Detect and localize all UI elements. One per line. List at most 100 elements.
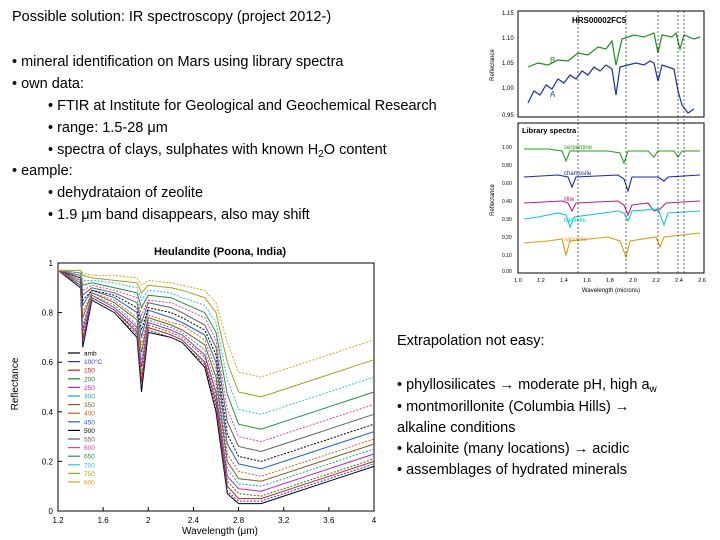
kaolinite-label: kaolinite xyxy=(564,218,587,224)
series-line-3 xyxy=(57,269,375,497)
y-tick-label-2: 0.4 xyxy=(42,408,54,417)
series-line-9 xyxy=(57,269,375,462)
mars-spectra-figure: HRS00002FC5 Reflectance 1.15 1.10 1.05 1… xyxy=(488,5,710,295)
y-tick-label-3: 0.6 xyxy=(42,358,54,367)
water-activity-subscript: w xyxy=(649,384,657,395)
bullet-example: • eample: xyxy=(12,163,73,179)
chart-xlabel: Wavelength (μm) xyxy=(182,526,258,537)
bullet-alkaline: alkaline conditions xyxy=(397,420,516,436)
series-line-12 xyxy=(57,269,375,430)
kaolinite-spectrum xyxy=(523,208,701,229)
saponite-spectrum xyxy=(523,232,701,259)
bullet-spectra-clays-tail: O content xyxy=(323,142,387,158)
x-tick-label-5: 3.2 xyxy=(278,516,290,525)
bottom-ytick-8: 0.00 xyxy=(502,269,512,275)
legend-label-1: 100°C xyxy=(84,358,102,366)
plot-area: 1.2 1.6 2 2.4 2.8 3.2 3.6 4 0 0.2 0.4 0.6 0.8 1 amb100… xyxy=(42,259,377,525)
legend-label-15: 800 xyxy=(84,480,95,487)
bottom-panel-ylabel: Reflectance xyxy=(490,183,496,215)
bottom-xtick-4: 1.6 xyxy=(583,278,591,284)
bottom-xtick-7: 2.2 xyxy=(652,278,660,284)
legend-label-14: 750 xyxy=(84,471,95,478)
water-subscript: 2 xyxy=(318,149,324,160)
series-line-1 xyxy=(57,270,375,502)
bullet-spectra-clays-text: • spectra of clays, sulphates with known… xyxy=(48,142,319,158)
legend-label-7: 400 xyxy=(84,411,95,418)
bottom-xtick-9: 2.6 xyxy=(698,278,706,284)
bottom-ytick-2: 0.80 xyxy=(502,163,512,169)
x-tick-label-4: 2.8 xyxy=(233,516,245,525)
legend-label-8: 450 xyxy=(84,419,95,426)
bullet-montmorillonite: • montmorillonite (Columbia Hills) → xyxy=(397,399,630,415)
series-line-6 xyxy=(57,269,375,482)
legend-label-4: 250 xyxy=(84,385,95,392)
bottom-xtick-2: 1.2 xyxy=(537,278,545,284)
x-tick-label-0: 1.2 xyxy=(52,516,64,525)
series-label-b: B xyxy=(550,56,555,65)
bottom-ytick-4: 0.40 xyxy=(502,199,512,205)
bullet-ftir: • FTIR at Institute for Geological and G… xyxy=(48,98,437,114)
serpentine-label: serpentine xyxy=(564,145,593,151)
bottom-xtick-1: 1.0 xyxy=(514,278,522,284)
bottom-ytick-1: 1.00 xyxy=(502,145,512,151)
bottom-ytick-5: 0.30 xyxy=(502,217,512,223)
legend-label-10: 550 xyxy=(84,437,95,444)
bottom-xtick-3: 1.4 xyxy=(560,278,568,284)
bullet-mineral-identification: • mineral identification on Mars using l… xyxy=(12,54,344,70)
series-line-7 xyxy=(57,269,375,477)
legend-label-5: 300 xyxy=(84,394,95,401)
bottom-ytick-3: 0.60 xyxy=(502,181,512,187)
bottom-panel-frame xyxy=(517,122,705,274)
legend-label-6: 350 xyxy=(84,402,95,409)
heulandite-chart: Heulandite (Poona, India) Reflectance Wa… xyxy=(8,238,384,538)
top-ytick-1: 1.15 xyxy=(502,11,514,17)
mars-spectrum-b xyxy=(527,31,701,68)
series-line-14 xyxy=(58,269,375,398)
bullet-assemblages: • assemblages of hydrated minerals xyxy=(397,462,627,478)
bottom-ytick-6: 0.20 xyxy=(502,235,512,241)
saponite-label: saponite xyxy=(564,237,587,243)
top-ytick-3: 1.05 xyxy=(502,61,514,67)
bullet-phyllosilicates: • phyllosilicates → moderate pH, high aw xyxy=(397,377,657,395)
bullet-dehydration: • dehydrataion of zeolite xyxy=(48,185,204,201)
bullet-band-disappears: • 1.9 μm band disappears, also may shift xyxy=(48,207,310,223)
series-line-13 xyxy=(57,269,375,415)
series-line-0 xyxy=(57,270,375,505)
legend-label-3: 200 xyxy=(84,376,95,383)
legend-label-2: 150 xyxy=(84,368,95,375)
mars-spectrum-a xyxy=(527,60,695,114)
bottom-panel-label: Library spectra xyxy=(522,126,577,135)
bottom-ytick-7: 0.10 xyxy=(502,253,512,259)
y-tick-label-5: 1 xyxy=(49,259,54,268)
chamosite-spectrum xyxy=(523,174,701,193)
bullet-range: • range: 1.5-28 μm xyxy=(48,120,168,136)
top-ytick-4: 1.00 xyxy=(502,86,514,92)
bullet-kaolinite: • kaloinite (many locations) → acidic xyxy=(397,441,630,457)
top-ytick-2: 1.10 xyxy=(502,36,514,42)
series-label-a: A xyxy=(550,90,556,99)
y-tick-label-4: 0.8 xyxy=(42,309,54,318)
chamosite-label: chamosite xyxy=(564,171,592,177)
legend-label-13: 700 xyxy=(84,462,95,469)
y-tick-label-0: 0 xyxy=(49,507,54,516)
chart-title: Heulandite (Poona, India) xyxy=(154,246,286,258)
bullet-own-data: • own data: xyxy=(12,76,84,92)
legend-label-9: 500 xyxy=(84,428,95,435)
x-tick-label-1: 1.6 xyxy=(98,516,110,525)
series-line-10 xyxy=(57,269,375,453)
x-tick-label-6: 3.6 xyxy=(323,516,335,525)
legend-label-0: amb xyxy=(84,351,97,358)
bottom-xtick-6: 2.0 xyxy=(629,278,637,284)
x-tick-label-3: 2.4 xyxy=(188,516,200,525)
chart-ylabel: Reflectance xyxy=(10,357,21,410)
top-ytick-5: 0.95 xyxy=(502,113,514,119)
heulandite-chart-svg: Heulandite (Poona, India) Reflectance Wa… xyxy=(10,246,377,537)
bullet-spectra-clays: • spectra of clays, sulphates with known… xyxy=(48,142,387,160)
x-tick-label-7: 4 xyxy=(372,516,377,525)
mars-spectra-svg: HRS00002FC5 Reflectance 1.15 1.10 1.05 1… xyxy=(488,5,710,295)
extrapolation-title: Extrapolation not easy: xyxy=(397,333,545,349)
bottom-panel-xlabel: Wavelength (microns) xyxy=(582,288,640,294)
illite-label: illite xyxy=(564,197,575,203)
top-panel-ylabel: Reflectance xyxy=(490,48,496,80)
legend-label-12: 650 xyxy=(84,454,95,461)
